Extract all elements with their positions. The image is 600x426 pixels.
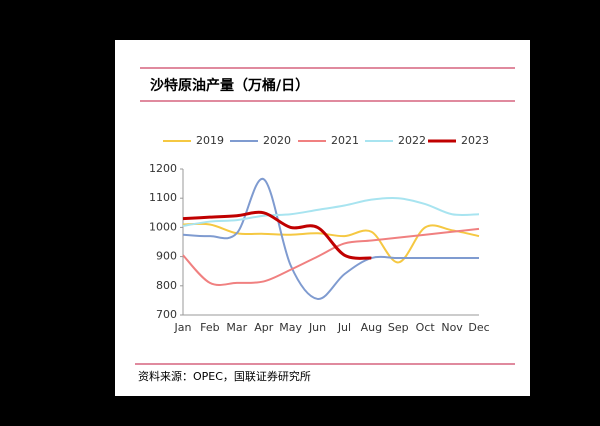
y-tick-label: 900 [156, 250, 177, 263]
x-tick-label: Jun [308, 321, 326, 334]
x-tick-label: Nov [441, 321, 463, 334]
x-tick-label: Jan [174, 321, 192, 334]
x-tick-label: Aug [361, 321, 382, 334]
legend-label: 2021 [331, 134, 359, 147]
legend-label: 2020 [263, 134, 291, 147]
x-tick-label: Mar [226, 321, 247, 334]
y-tick-label: 1200 [149, 162, 177, 175]
y-tick-label: 800 [156, 279, 177, 292]
x-tick-label: Dec [468, 321, 489, 334]
x-tick-label: May [279, 321, 302, 334]
line [182, 178, 479, 300]
line [182, 210, 372, 260]
x-tick-label: Feb [200, 321, 219, 334]
source: 资料来源：OPEC，国联证券研究所 [138, 369, 311, 383]
x-tick-label: Jul [337, 321, 351, 334]
line [182, 227, 480, 286]
chart-title: 沙特原油产量（万桶/日） [150, 77, 309, 94]
line [182, 222, 480, 264]
y-tick-label: 700 [156, 308, 177, 321]
x-tick-label: Apr [254, 321, 274, 334]
x-tick-label: Sep [388, 321, 409, 334]
y-tick-label: 1100 [149, 191, 177, 204]
legend-label: 2022 [398, 134, 426, 147]
y-tick-label: 1000 [149, 220, 177, 233]
line [182, 196, 480, 227]
x-tick-label: Oct [416, 321, 436, 334]
legend-label: 2023 [461, 134, 489, 147]
legend-label: 2019 [196, 134, 224, 147]
